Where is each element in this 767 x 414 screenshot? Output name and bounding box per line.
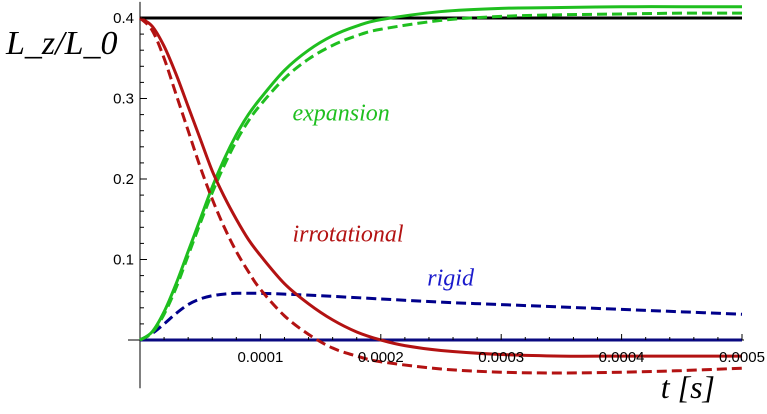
- series-annotation: irrotational: [292, 221, 403, 247]
- x-axis-label: t [s]: [661, 369, 715, 405]
- series-line-4: [139, 11, 743, 342]
- x-tick-label: 0.0001: [237, 349, 283, 366]
- annotation-layer: expansion irrotational rigid: [292, 101, 475, 292]
- series-annotation: expansion: [292, 101, 389, 127]
- y-tick-label: 0.4: [113, 10, 134, 27]
- series-layer: [138, 5, 743, 375]
- axis-label-layer: L_z/L_0t [s]: [5, 25, 715, 405]
- y-tick-label: 0.2: [113, 171, 134, 188]
- x-tick-label: 0.0003: [478, 349, 524, 366]
- y-tick-label: 0.1: [113, 252, 134, 269]
- series-line-5: [139, 16, 742, 358]
- series-annotation: rigid: [427, 266, 475, 292]
- series-line-2: [139, 291, 743, 342]
- y-tick-label: 0.3: [113, 91, 134, 108]
- axes: [128, 1, 744, 389]
- series-line-6: [138, 16, 743, 375]
- x-tick-label: 0.0002: [358, 349, 404, 366]
- x-tick-label: 0.0004: [599, 349, 645, 366]
- tick-layer: 0.0001 0.0002 0.0003 0.0004 0.0005 0.1 0.2 0.3 0…: [113, 10, 765, 366]
- y-axis-label: L_z/L_0: [5, 25, 118, 62]
- series-line-3: [139, 5, 742, 342]
- x-tick-label: 0.0005: [719, 349, 765, 366]
